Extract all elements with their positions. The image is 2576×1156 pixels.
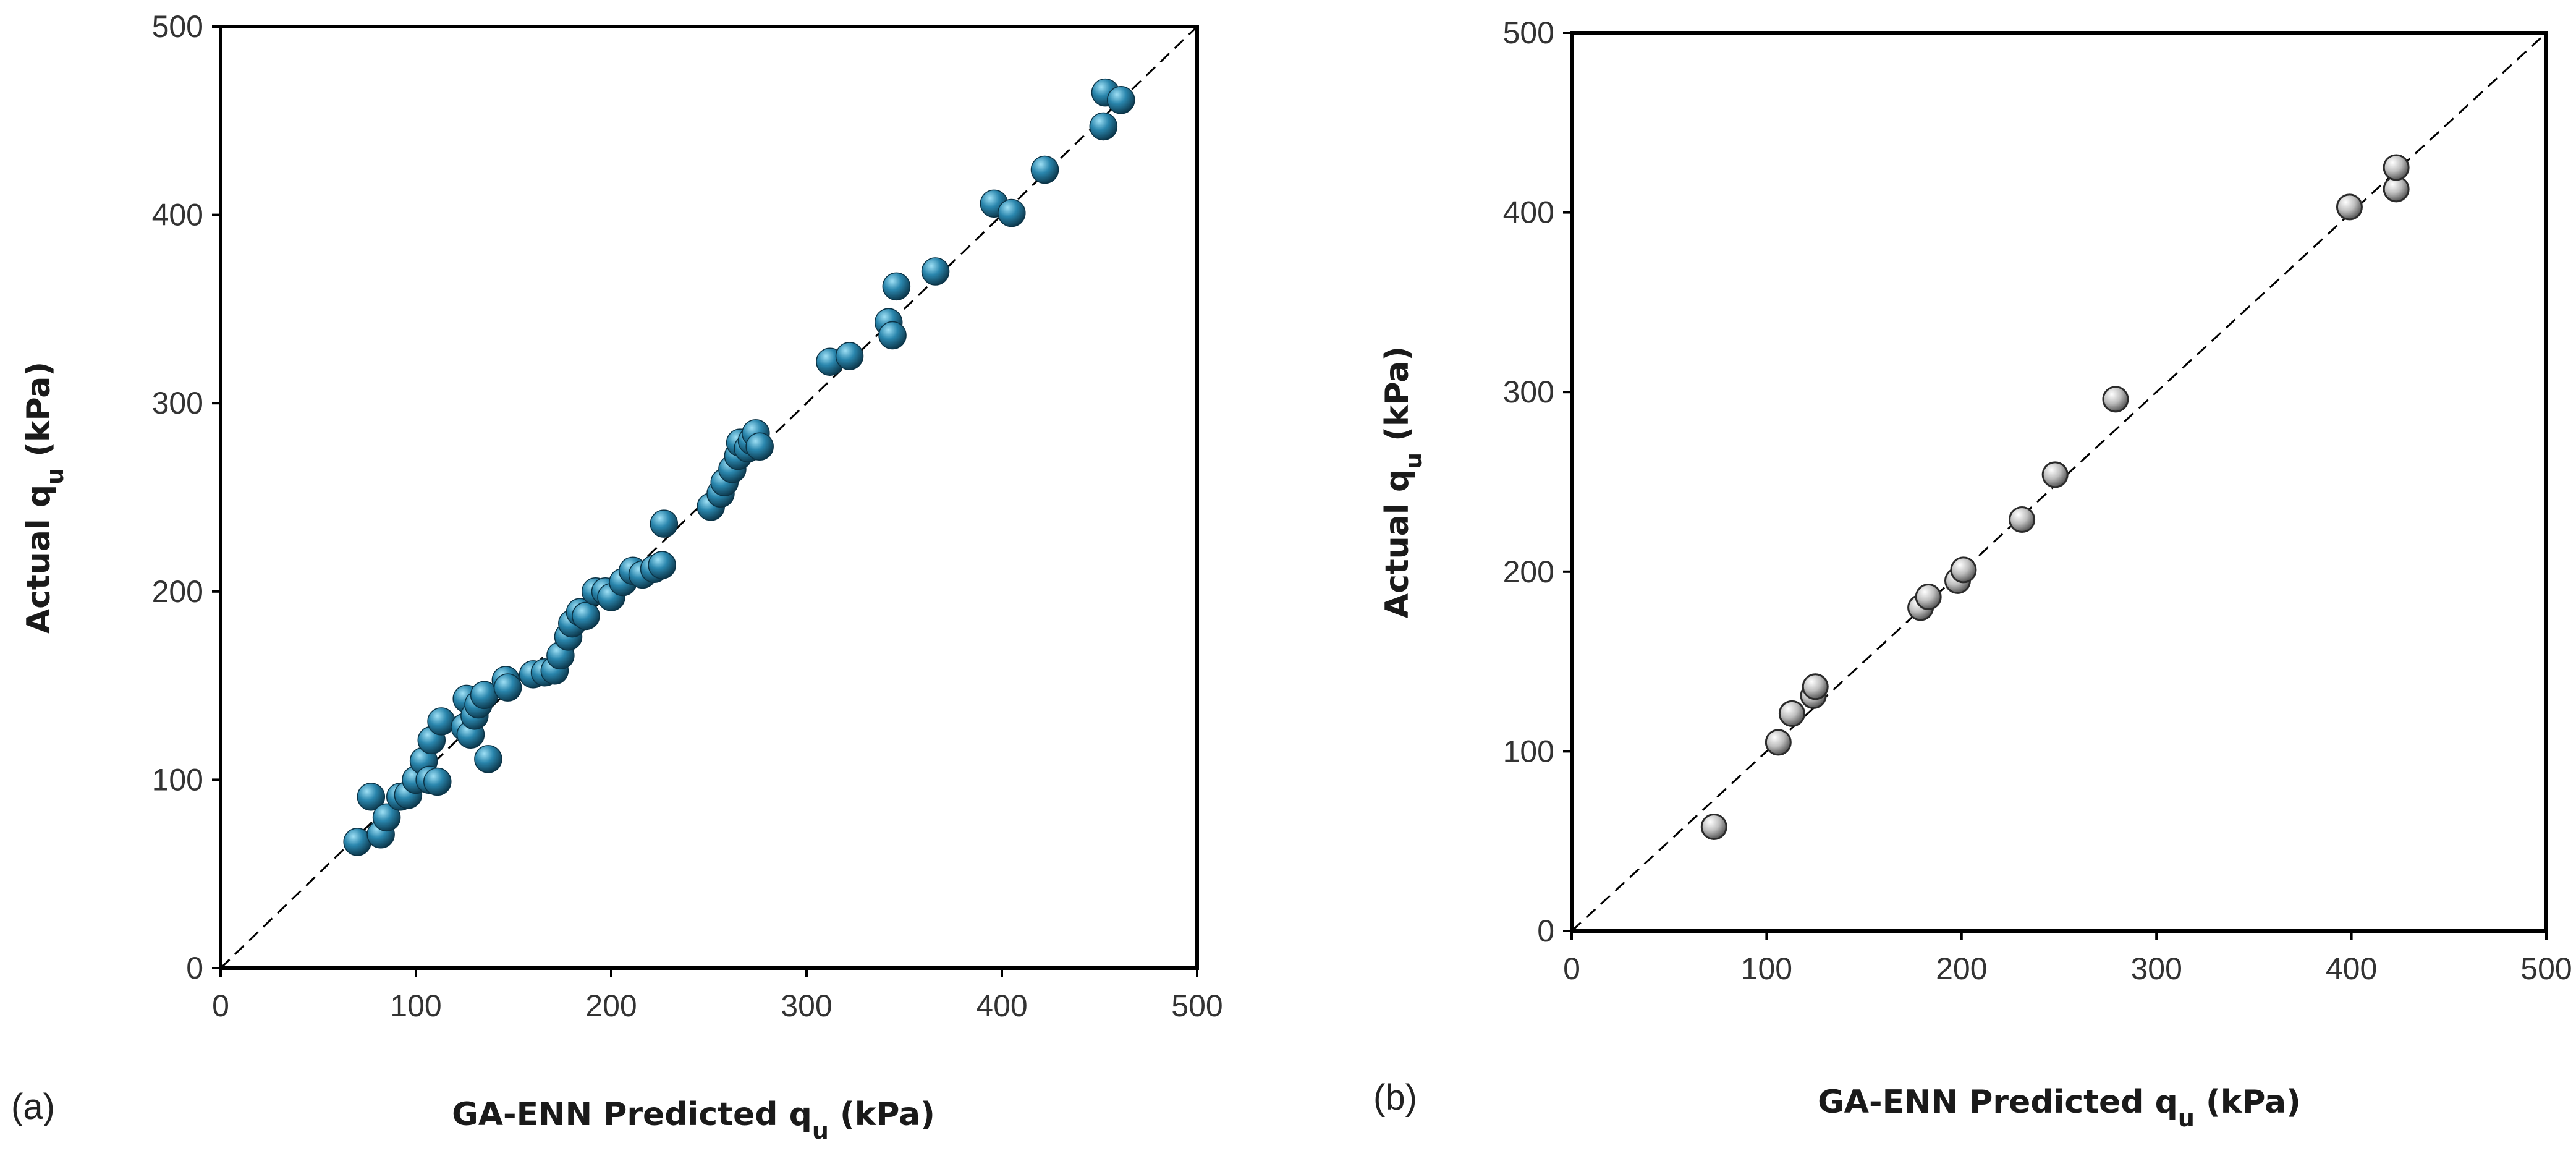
data-point xyxy=(1765,729,1792,756)
data-point xyxy=(423,767,452,796)
data-point xyxy=(1089,112,1118,141)
y-tick-label: 400 xyxy=(152,198,203,232)
y-tick-label: 200 xyxy=(1503,555,1554,589)
x-axis-label: GA-ENN Predicted qu (kPa) xyxy=(452,1096,935,1144)
x-tick-label: 200 xyxy=(1936,951,1987,986)
data-point xyxy=(998,198,1026,227)
y-tick-label: 100 xyxy=(152,762,203,797)
data-point xyxy=(2336,193,2363,221)
x-tick-labels: 0 100 200 300 400 500 xyxy=(1563,951,2572,986)
y-tick-label: 300 xyxy=(152,386,203,420)
data-point xyxy=(2383,154,2410,181)
data-point xyxy=(493,673,522,702)
x-tick-label: 200 xyxy=(585,988,637,1023)
x-tick-label: 100 xyxy=(390,988,441,1023)
x-tick-label: 400 xyxy=(2326,951,2377,986)
tick-marks xyxy=(1563,32,2548,940)
data-point xyxy=(372,803,401,832)
data-point xyxy=(572,601,600,631)
data-point xyxy=(357,783,386,811)
tick-marks xyxy=(212,25,1198,977)
x-tick-label: 500 xyxy=(1171,988,1222,1023)
panel-label: (a) xyxy=(11,1087,55,1127)
y-tick-label: 300 xyxy=(1503,375,1554,409)
y-tick-label: 100 xyxy=(1503,734,1554,768)
data-point xyxy=(1915,583,1942,610)
data-point xyxy=(427,707,455,736)
chart-panel-b: 0 100 200 300 400 500 0 100 200 300 400 500 GA-ENN… xyxy=(1373,15,2572,1132)
data-point xyxy=(2009,506,2036,533)
data-point xyxy=(2102,386,2129,413)
y-tick-labels: 0 100 200 300 400 500 xyxy=(152,9,203,985)
data-point xyxy=(878,321,907,350)
x-tick-label: 300 xyxy=(2130,951,2182,986)
y-tick-label: 400 xyxy=(1503,195,1554,230)
x-tick-label: 400 xyxy=(976,988,1027,1023)
panel-label: (b) xyxy=(1373,1077,1417,1118)
y-axis-label: Actual qu (kPa) xyxy=(20,362,69,634)
data-point xyxy=(2041,461,2069,488)
y-axis-label: Actual qu (kPa) xyxy=(1379,346,1427,618)
x-tick-label: 300 xyxy=(781,988,832,1023)
data-points xyxy=(343,78,1135,856)
data-point xyxy=(1802,673,1829,700)
y-tick-label: 200 xyxy=(152,574,203,609)
y-tick-label: 0 xyxy=(1537,914,1554,948)
plot-frame xyxy=(219,25,1199,970)
x-tick-label: 500 xyxy=(2520,951,2572,986)
data-point xyxy=(921,257,950,286)
x-axis-label: GA-ENN Predicted qu (kPa) xyxy=(1818,1084,2301,1132)
x-tick-labels: 0 100 200 300 400 500 xyxy=(212,988,1223,1023)
data-point xyxy=(835,342,864,370)
data-point xyxy=(648,551,676,579)
plot-frame xyxy=(1570,31,2548,933)
data-point xyxy=(1950,556,1977,584)
data-point xyxy=(1107,86,1135,114)
x-tick-label: 100 xyxy=(1741,951,1792,986)
y-tick-label: 500 xyxy=(1503,15,1554,50)
data-point xyxy=(1700,813,1727,840)
y-tick-labels: 0 100 200 300 400 500 xyxy=(1503,15,1554,948)
y-tick-label: 0 xyxy=(186,951,203,985)
data-point xyxy=(745,432,774,461)
data-point xyxy=(474,745,502,773)
x-tick-label: 0 xyxy=(212,988,229,1023)
chart-panel-a: 0 100 200 300 400 500 0 100 200 300 400 500 GA-ENN… xyxy=(11,9,1223,1144)
y-tick-label: 500 xyxy=(152,9,203,44)
data-point xyxy=(1030,155,1059,184)
data-point xyxy=(650,509,679,538)
data-point xyxy=(1778,700,1805,727)
x-tick-label: 0 xyxy=(1563,951,1580,986)
data-points xyxy=(1700,154,2410,840)
data-point xyxy=(882,272,911,301)
